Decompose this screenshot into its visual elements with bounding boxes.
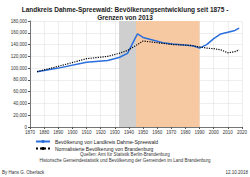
- svg-text:Landkreis Dahme-Spreewald: Bev: Landkreis Dahme-Spreewald: Bevölkerungse…: [21, 6, 229, 14]
- svg-text:By Hans G. Oberlack: By Hans G. Oberlack: [2, 170, 45, 175]
- svg-text:Quellen: Amt für Statistik Ber: Quellen: Amt für Statistik Berlin-Brande…: [80, 152, 170, 157]
- svg-text:Normalisierte Bevölkerung von: Normalisierte Bevölkerung von Brandenbur…: [55, 146, 154, 152]
- svg-text:1990: 1990: [195, 130, 206, 135]
- svg-text:1890: 1890: [53, 130, 64, 135]
- svg-text:1910: 1910: [82, 130, 93, 135]
- svg-text:120,000: 120,000: [11, 54, 28, 59]
- svg-text:100,000: 100,000: [11, 66, 28, 71]
- svg-text:140,000: 140,000: [11, 42, 28, 47]
- svg-text:1870: 1870: [25, 130, 36, 135]
- svg-text:Grenzen von 2013: Grenzen von 2013: [97, 14, 153, 21]
- svg-text:1970: 1970: [166, 130, 177, 135]
- svg-text:180,000: 180,000: [11, 19, 28, 24]
- svg-text:1900: 1900: [67, 130, 78, 135]
- svg-text:2020: 2020: [237, 130, 248, 135]
- svg-text:80,000: 80,000: [13, 77, 27, 82]
- svg-text:Bevölkerung von Landkreis Dahm: Bevölkerung von Landkreis Dahme-Spreewal…: [55, 139, 158, 145]
- svg-text:1940: 1940: [124, 130, 135, 135]
- svg-text:1930: 1930: [110, 130, 121, 135]
- svg-text:160,000: 160,000: [11, 30, 28, 35]
- svg-text:60,000: 60,000: [13, 89, 27, 94]
- svg-text:Historische Gemeindestatistik: Historische Gemeindestatistik und Bevölk…: [39, 158, 211, 163]
- svg-text:1950: 1950: [138, 130, 149, 135]
- svg-text:2000: 2000: [209, 130, 220, 135]
- svg-text:1920: 1920: [96, 130, 107, 135]
- svg-text:40,000: 40,000: [13, 101, 27, 106]
- svg-text:1980: 1980: [180, 130, 191, 135]
- svg-text:0: 0: [24, 125, 27, 130]
- svg-text:20,000: 20,000: [13, 113, 27, 118]
- svg-text:1880: 1880: [39, 130, 50, 135]
- svg-text:1960: 1960: [152, 130, 163, 135]
- svg-text:12.10.2018: 12.10.2018: [225, 170, 248, 175]
- svg-text:2010: 2010: [223, 130, 234, 135]
